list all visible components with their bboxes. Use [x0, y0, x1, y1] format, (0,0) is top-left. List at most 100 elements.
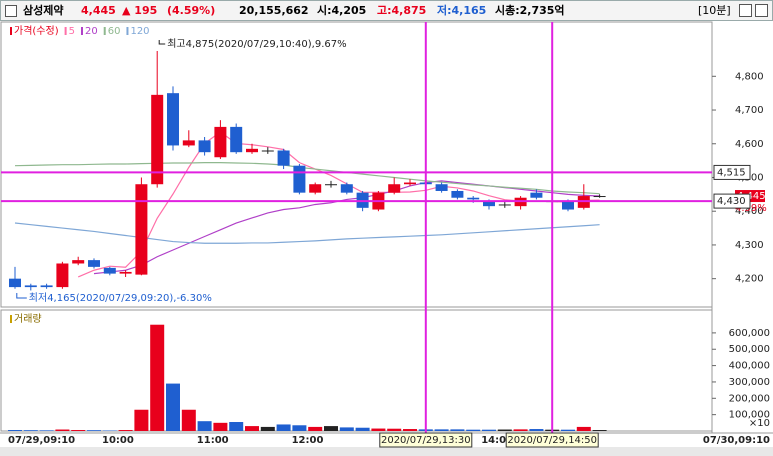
candle-body	[103, 267, 116, 274]
volume-bar	[576, 426, 591, 431]
crosshair-y-label: 4,430	[717, 196, 746, 207]
scrollbar[interactable]	[0, 447, 773, 456]
candle-body	[88, 260, 100, 267]
x-tick-label: 07/29,09:10	[8, 435, 75, 446]
y-tick-label: 4,800	[735, 71, 764, 82]
candle-body	[451, 190, 464, 198]
volume-bar	[497, 429, 512, 431]
volume-bar	[434, 429, 449, 431]
y-tick-label: 500,000	[729, 344, 770, 355]
candle-body	[72, 260, 85, 264]
volume-bar	[339, 427, 354, 431]
volume-bar	[181, 409, 196, 431]
candle-body	[483, 201, 495, 207]
y-tick-label: 300,000	[729, 377, 770, 388]
volume-bar	[71, 430, 86, 431]
volume-bar	[592, 430, 607, 431]
y-tick-label: 600,000	[729, 328, 770, 339]
candle-body	[198, 140, 211, 153]
legend-swatch	[103, 27, 106, 35]
legend-label: 20	[85, 26, 98, 37]
volume-bar	[118, 430, 133, 431]
close-button[interactable]	[755, 4, 768, 17]
candle-body	[340, 184, 353, 193]
volume-bar	[276, 424, 291, 431]
window-button[interactable]	[739, 4, 752, 17]
volume-bar	[8, 430, 22, 431]
x-tick-label: 11:00	[197, 435, 229, 446]
legend-label: 거래량	[14, 313, 42, 325]
candle-body	[530, 192, 543, 198]
volume-bar	[482, 429, 496, 431]
high: 고:4,875	[377, 4, 427, 17]
volume-bar	[87, 430, 101, 431]
x-end-label: 07/30,09:10	[703, 435, 770, 446]
legend-label: 60	[108, 26, 121, 37]
crosshair-x-label: 2020/07/29,14:50	[507, 435, 597, 446]
candle-body	[388, 184, 401, 193]
volume-bar	[450, 429, 465, 431]
toolbar: 삼성제약 4,445 ▲ 195 (4.59%) 20,155,662 시:4,…	[0, 0, 773, 21]
candle-body	[151, 94, 164, 185]
y-tick-label: 200,000	[729, 393, 770, 404]
stock-name: 삼성제약	[23, 4, 64, 17]
volume-bar	[403, 429, 417, 431]
x-tick-label: 10:00	[102, 435, 134, 446]
checkbox[interactable]	[5, 5, 17, 17]
crosshair-y-label: 4,515	[717, 167, 746, 178]
candle-body	[309, 184, 322, 193]
crosshair-label-box	[713, 193, 751, 209]
candle-body	[40, 285, 53, 288]
y-tick-label: 4,600	[735, 139, 764, 150]
market-cap: 시총:2,735억	[495, 4, 565, 17]
volume-bar	[371, 428, 386, 431]
candle-body	[325, 184, 337, 186]
last-pct-label: 4.59%	[735, 203, 767, 214]
x-tick-label: 12:00	[292, 435, 324, 446]
candle-body	[135, 184, 148, 275]
legend-swatch	[80, 27, 83, 35]
legend-label: 5	[69, 26, 75, 37]
candle-body	[435, 184, 448, 191]
y-tick-label: 4,700	[735, 105, 764, 116]
last-price-label: 4,445	[737, 191, 766, 202]
candle-body	[498, 204, 511, 206]
change-pct: (4.59%)	[167, 4, 216, 17]
volume-bar	[245, 426, 259, 431]
candle-body	[562, 201, 574, 210]
volume-panel	[0, 309, 713, 432]
candle-body	[56, 263, 69, 288]
volume-bar	[308, 426, 323, 431]
y-tick-label: 400,000	[729, 361, 770, 372]
volume-bar	[229, 422, 244, 431]
candle-body	[293, 165, 306, 193]
candle-body	[119, 271, 132, 274]
volume-bar	[260, 426, 275, 431]
volume-bar	[292, 425, 307, 431]
candle-body	[404, 182, 416, 185]
annotation-arrow	[16, 293, 27, 299]
candle-body	[230, 126, 243, 153]
interval[interactable]: [10분]	[698, 4, 731, 17]
volume-bar	[355, 427, 370, 431]
unit-label: ×10	[749, 418, 770, 429]
candle-body	[246, 148, 258, 153]
annotation: 최저4,165(2020/07/29,09:20),-6.30%	[29, 292, 212, 304]
ma-line	[14, 162, 600, 195]
legend-label: 120	[130, 26, 149, 37]
legend-swatch	[126, 27, 129, 35]
crosshair-label-box	[505, 432, 599, 448]
x-tick-label: 14:00	[481, 435, 513, 446]
crosshair-label-box	[379, 432, 473, 448]
candle-body	[167, 93, 179, 146]
volume-bar	[150, 324, 165, 431]
chart: 4,2004,3004,4004,5004,6004,7004,800가격(수정…	[0, 21, 773, 456]
volume-bar	[529, 429, 544, 431]
volume-bar	[166, 383, 180, 431]
volume-bar	[213, 422, 228, 431]
change: ▲ 195	[122, 4, 158, 17]
y-tick-label: 4,200	[735, 274, 764, 285]
candle-body	[261, 150, 274, 152]
candle-body	[277, 150, 290, 166]
